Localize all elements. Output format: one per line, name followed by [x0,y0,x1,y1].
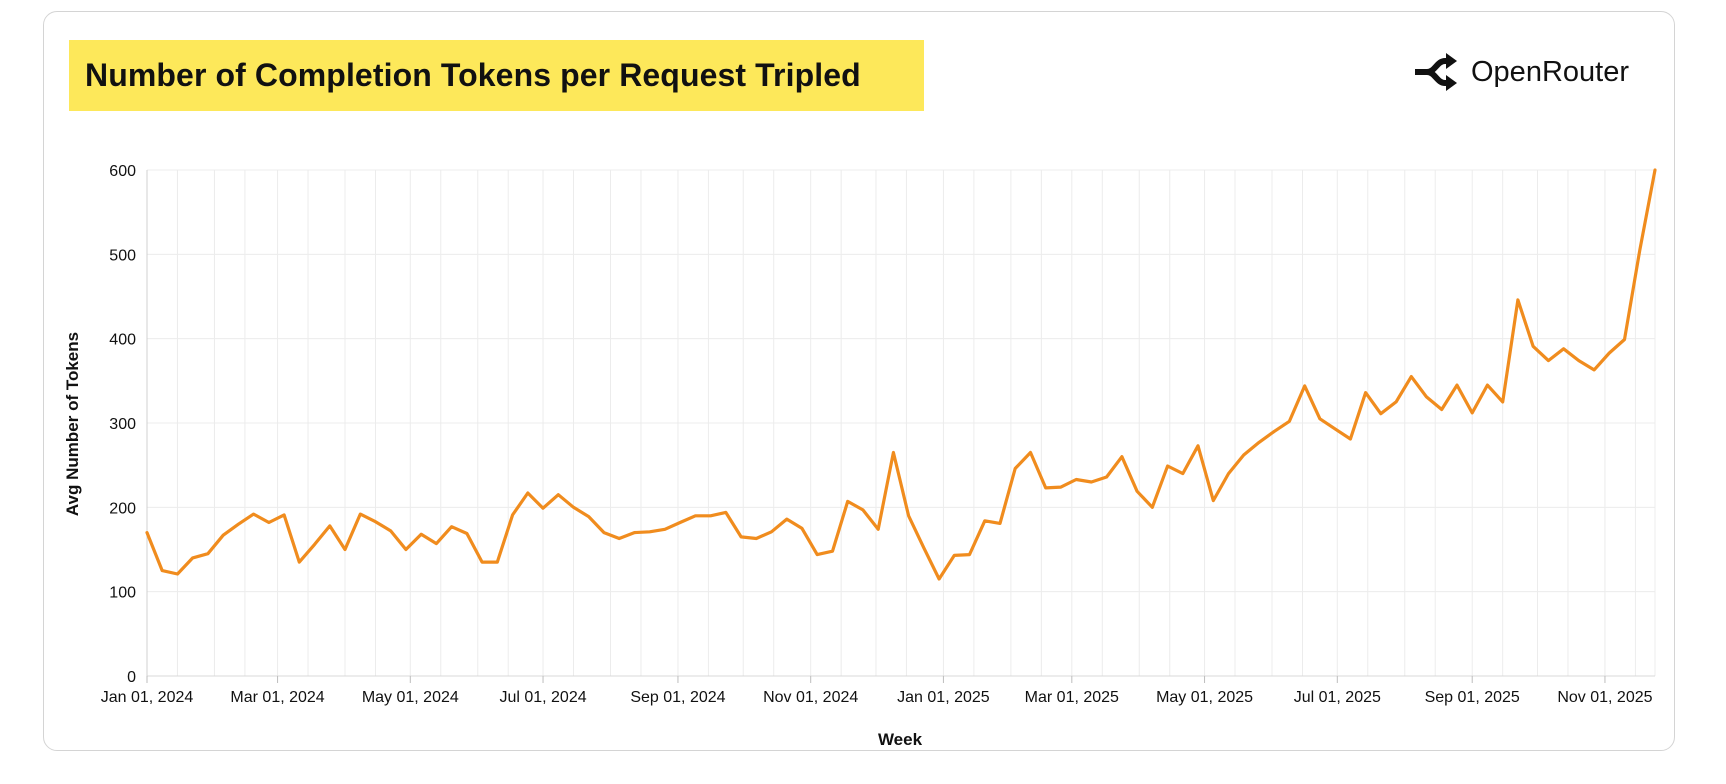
series-line [145,168,1657,581]
y-tick-label: 100 [109,585,136,602]
x-tick-label: Sep 01, 2025 [1425,689,1520,706]
x-tick-label: Jul 01, 2024 [499,689,586,706]
title-banner: Number of Completion Tokens per Request … [69,40,924,111]
y-tick-label: 400 [109,332,136,349]
x-tick-label: Nov 01, 2025 [1557,689,1652,706]
y-tick-label: 500 [109,247,136,264]
grid-lines [146,169,1656,683]
x-tick-label: Jan 01, 2025 [897,689,990,706]
openrouter-logo: OpenRouter [1413,52,1629,92]
y-axis-label: Avg Number of Tokens [63,332,82,516]
chart-card [43,11,1675,751]
chart-title: Number of Completion Tokens per Request … [85,57,861,93]
y-tick-label: 0 [127,669,136,686]
y-tick-label: 200 [109,500,136,517]
x-tick-labels: Jan 01, 2024 Mar 01, 2024 May 01, 2024 Jul … [101,689,1653,706]
x-tick-label: May 01, 2025 [1156,689,1253,706]
x-tick-label: Mar 01, 2024 [230,689,324,706]
x-tick-label: Jul 01, 2025 [1294,689,1381,706]
logo-text: OpenRouter [1471,55,1629,88]
x-tick-label: Nov 01, 2024 [763,689,858,706]
series-layer [145,168,1657,581]
y-tick-label: 300 [109,416,136,433]
y-tick-labels: 0 100 200 300 400 500 600 [109,163,136,686]
x-axis-label: Week [878,730,923,749]
x-tick-label: Sep 01, 2024 [630,689,725,706]
x-tick-label: May 01, 2024 [362,689,459,706]
x-tick-label: Mar 01, 2025 [1025,689,1119,706]
openrouter-logo-icon [1415,53,1457,91]
y-tick-label: 600 [109,163,136,180]
x-tick-label: Jan 01, 2024 [101,689,194,706]
